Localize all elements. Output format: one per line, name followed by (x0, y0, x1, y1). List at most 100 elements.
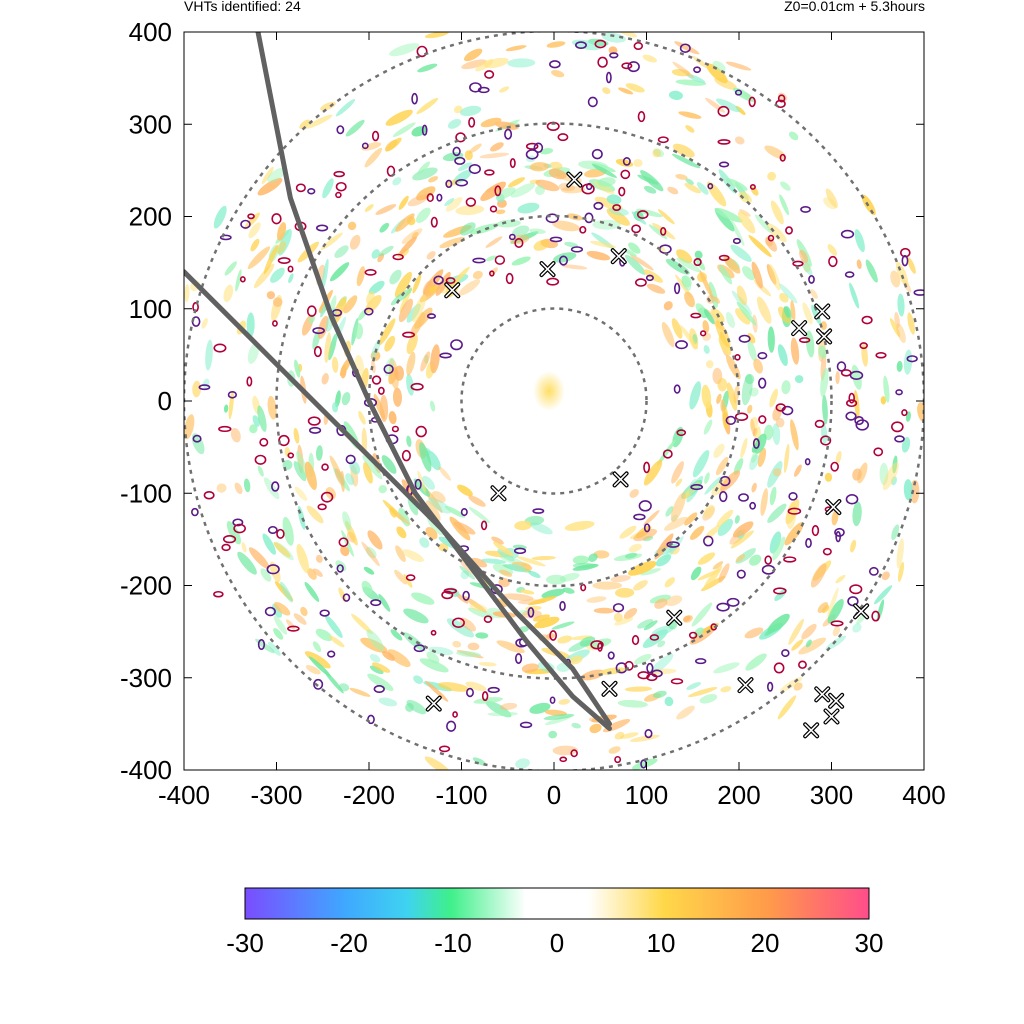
field-streak (282, 516, 294, 546)
field-streak (810, 563, 827, 588)
field-streak (703, 345, 710, 354)
field-streak (764, 628, 775, 636)
field-streak (788, 618, 804, 645)
field-streak (779, 194, 790, 216)
field-streak (703, 504, 715, 518)
center-blob (533, 371, 565, 411)
field-streak (790, 419, 799, 451)
vorticity-contour (612, 603, 625, 613)
field-streak (438, 543, 449, 552)
field-streak (428, 497, 452, 514)
field-streak (497, 548, 515, 562)
vorticity-contour (757, 351, 768, 360)
field-streak (692, 450, 710, 478)
field-streak (889, 318, 901, 337)
field-streak (417, 470, 426, 493)
field-streak (367, 530, 383, 550)
vorticity-contour (849, 584, 863, 595)
vorticity-contour (336, 125, 345, 135)
field-streak (312, 568, 323, 577)
field-streak (730, 244, 752, 262)
field-streak (363, 462, 373, 484)
vorticity-contour (421, 124, 428, 136)
field-streak (237, 551, 257, 575)
field-streak (419, 442, 432, 472)
field-streak (413, 478, 430, 497)
vorticity-contour (504, 128, 513, 140)
vorticity-contour (657, 136, 669, 144)
field-streak (589, 723, 602, 734)
vorticity-contour (545, 213, 559, 224)
field-streak (629, 489, 639, 498)
field-streak (671, 68, 690, 77)
field-streak (329, 262, 350, 282)
field-streak (784, 522, 804, 546)
y-tick-label: 400 (129, 17, 172, 47)
vorticity-contour (840, 229, 855, 239)
field-streak (394, 569, 408, 585)
vorticity-contour (338, 537, 349, 548)
vorticity-contour (327, 650, 336, 658)
field-streak (572, 562, 597, 569)
field-streak (467, 642, 480, 651)
field-streak (640, 568, 662, 576)
field-streak (546, 41, 566, 48)
vht-marker (490, 485, 507, 502)
field-streak (263, 245, 278, 275)
vorticity-contour (213, 343, 227, 353)
field-streak (385, 137, 402, 152)
field-streak (891, 524, 900, 541)
vorticity-contour (472, 257, 486, 264)
vorticity-contour (266, 564, 280, 575)
field-streak (624, 686, 653, 692)
vht-marker (814, 686, 831, 703)
vorticity-contour (761, 564, 776, 575)
field-streak (705, 97, 726, 113)
field-streak (411, 592, 435, 605)
field-streak (552, 220, 580, 232)
field-streak (718, 264, 733, 285)
field-streak (665, 506, 674, 517)
vorticity-contour (859, 342, 868, 350)
vorticity-contour (676, 429, 687, 437)
field-streak (652, 222, 676, 240)
field-streak (312, 641, 322, 653)
field-streak (385, 109, 413, 126)
field-streak (601, 32, 626, 43)
field-streak (288, 273, 294, 284)
track-1 (255, 32, 612, 731)
field-streak (414, 307, 433, 329)
vorticity-contour (785, 226, 793, 235)
x-tick-label: 100 (625, 780, 668, 810)
field-streak (378, 485, 387, 494)
field-streak (371, 249, 380, 259)
field-streak (430, 400, 436, 412)
field-streak (361, 541, 380, 567)
vorticity-contour (901, 254, 909, 267)
vorticity-contour (489, 205, 498, 213)
field-streak (883, 375, 890, 403)
field-streak (672, 143, 695, 158)
field-streak (192, 380, 202, 398)
vorticity-contour (451, 617, 465, 628)
field-streak (697, 552, 716, 565)
vorticity-contour (688, 631, 698, 639)
field-streak (458, 279, 481, 296)
vorticity-contour (549, 630, 558, 641)
vorticity-contour (405, 574, 416, 582)
field-streak (361, 580, 373, 595)
vorticity-contour (820, 435, 832, 446)
field-streak (422, 475, 435, 490)
vorticity-contour (514, 653, 523, 664)
field-streak (478, 662, 497, 667)
field-streak (643, 185, 657, 194)
field-streak (702, 320, 710, 333)
vorticity-contour (277, 257, 291, 264)
vorticity-contour (549, 60, 561, 69)
field-streak (354, 323, 364, 340)
field-streak (653, 148, 665, 158)
vorticity-contour (575, 41, 587, 50)
vorticity-contour (811, 525, 820, 537)
vorticity-contour (638, 500, 652, 512)
field-streak (406, 351, 416, 376)
